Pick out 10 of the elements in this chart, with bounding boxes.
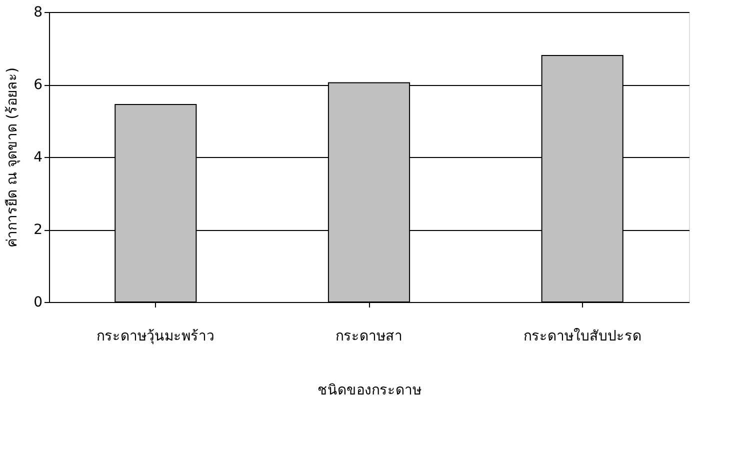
x-tick-label: กระดาษใบสับปะรด: [523, 328, 642, 344]
y-tick-label: 6: [34, 77, 43, 93]
y-tick-label: 8: [34, 4, 42, 20]
x-tick-label: กระดาษสา: [336, 328, 402, 344]
x-tick-label: กระดาษวุ้นมะพร้าว: [96, 328, 215, 344]
x-axis-title: ชนิดของกระดาษ: [318, 382, 422, 398]
y-axis-title: ค่าการยืด ณ จุดขาด (ร้อยละ): [4, 67, 21, 248]
y-tick-label: 0: [34, 294, 42, 310]
y-tick-label: 4: [34, 150, 43, 166]
y-tick-label: 2: [34, 222, 42, 238]
